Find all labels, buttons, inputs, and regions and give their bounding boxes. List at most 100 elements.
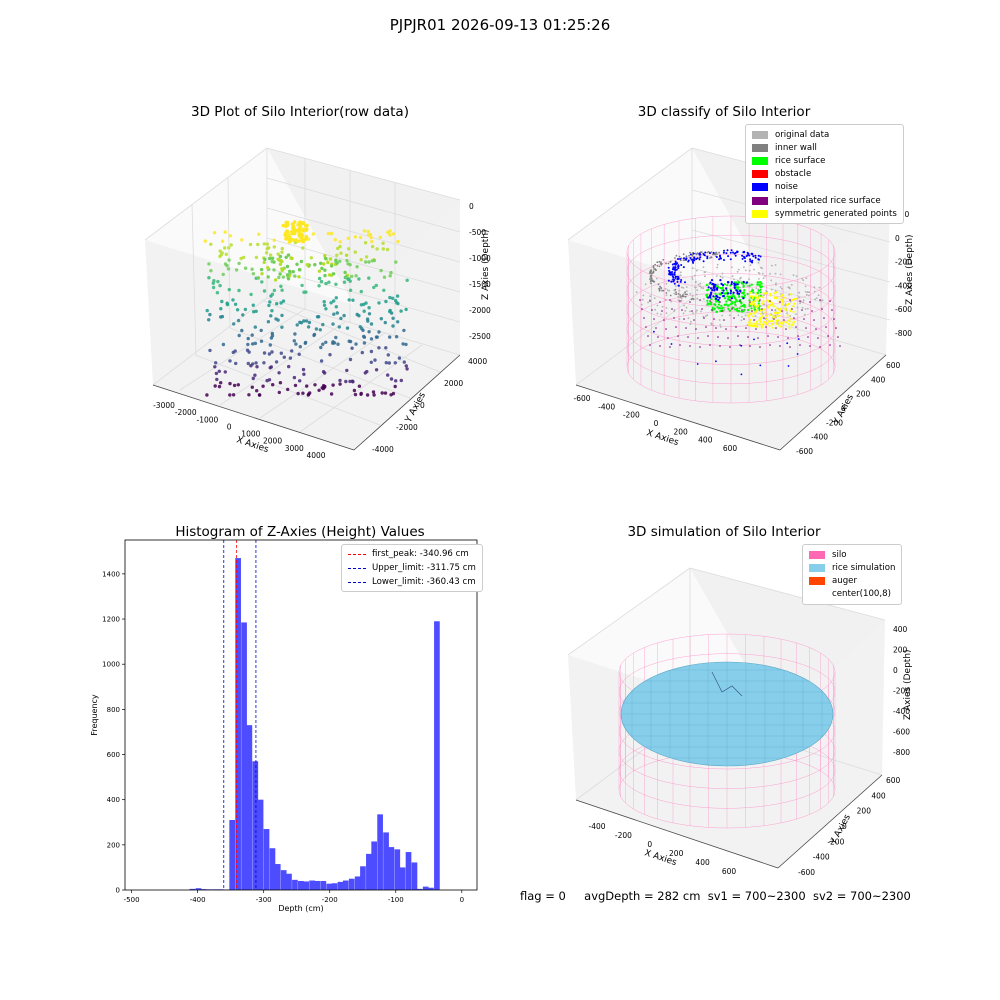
symmetric-point — [776, 297, 779, 300]
panel1-y-tick: 0 — [420, 401, 425, 410]
original-point — [723, 306, 726, 309]
raw-point — [223, 262, 228, 266]
raw-point — [262, 361, 266, 365]
raw-point — [211, 281, 215, 285]
interpolated-point — [761, 308, 763, 310]
panel2-y-tick: -400 — [811, 433, 828, 442]
noise-point — [710, 279, 714, 282]
raw-point — [263, 257, 267, 261]
raw-point — [304, 235, 309, 239]
noise-point — [709, 281, 712, 284]
original-point — [801, 306, 804, 309]
raw-point — [328, 257, 333, 261]
noise-point — [710, 291, 713, 294]
noise-point — [673, 282, 676, 285]
noise-point — [721, 291, 724, 295]
raw-point — [304, 319, 309, 323]
raw-point — [369, 360, 373, 364]
original-point — [716, 266, 718, 269]
raw-point — [289, 238, 294, 242]
inner-wall-point — [654, 263, 656, 266]
rice-surface-point — [759, 291, 762, 294]
noise-point — [692, 252, 695, 255]
panel3-title: Histogram of Z-Axies (Height) Values — [175, 524, 425, 540]
panel4-y-tick: 600 — [886, 776, 901, 785]
noise-point — [687, 260, 690, 263]
noise-point — [706, 257, 709, 260]
noise-point — [750, 260, 753, 263]
raw-point — [347, 247, 351, 251]
raw-point — [281, 299, 286, 303]
rice-surface-point — [729, 303, 732, 306]
raw-point — [402, 328, 406, 333]
histogram-bar — [422, 886, 429, 890]
noise-point — [740, 373, 743, 376]
raw-point — [224, 252, 228, 256]
raw-point — [256, 276, 260, 280]
raw-point — [324, 307, 328, 311]
raw-point — [332, 299, 336, 303]
noise-point — [683, 257, 686, 260]
rice-surface-point — [743, 294, 747, 297]
noise-point — [738, 292, 741, 295]
raw-point — [246, 361, 250, 366]
interpolated-point — [759, 346, 761, 348]
raw-point — [292, 220, 297, 224]
panel4-y-tick: -600 — [798, 868, 815, 877]
raw-point — [278, 272, 282, 276]
interpolated-point — [817, 337, 819, 339]
noise-point — [730, 249, 733, 252]
raw-point — [255, 365, 259, 369]
rice-surface-point — [734, 303, 737, 306]
interpolated-point — [719, 301, 721, 303]
raw-point — [268, 343, 272, 347]
symmetric-point — [750, 312, 753, 315]
legend-label: noise — [775, 182, 798, 193]
rice-surface-point — [717, 303, 721, 306]
interpolated-point — [689, 345, 691, 347]
panel2-y-tick: 400 — [871, 375, 886, 384]
interpolated-point — [709, 300, 711, 302]
interpolated-point — [799, 300, 801, 302]
noise-point — [685, 258, 687, 261]
raw-point — [334, 335, 338, 340]
interpolated-point — [711, 309, 713, 311]
rice-surface-point — [721, 287, 724, 290]
inner-wall-point — [684, 295, 687, 298]
rice-surface-point — [706, 293, 709, 296]
rice-surface-point — [734, 296, 737, 299]
panel1-x-tick: 3000 — [285, 444, 304, 453]
interpolated-point — [835, 327, 837, 329]
histogram-bar — [195, 888, 202, 890]
raw-point — [353, 250, 357, 254]
noise-point — [653, 330, 655, 333]
original-point — [719, 275, 722, 278]
rice-surface-point — [753, 308, 756, 311]
raw-point — [231, 393, 236, 397]
noise-point — [708, 252, 711, 255]
raw-point — [219, 381, 223, 385]
original-point — [649, 295, 652, 298]
noise-point — [684, 281, 686, 284]
y-tick-label: 1400 — [102, 570, 120, 578]
classified-points — [635, 249, 841, 376]
raw-point — [314, 327, 319, 331]
noise-point — [669, 273, 672, 276]
inner-wall-point — [657, 283, 660, 286]
interpolated-point — [695, 328, 697, 330]
panel2-x-tick: -200 — [623, 411, 640, 420]
noise-point — [693, 259, 696, 262]
raw-point — [383, 391, 388, 395]
interpolated-point — [657, 336, 659, 338]
interpolated-point — [769, 300, 771, 302]
noise-point — [677, 264, 680, 267]
noise-point — [717, 298, 720, 301]
interpolated-point — [729, 299, 731, 301]
raw-point — [290, 256, 294, 261]
interpolated-point — [709, 344, 711, 346]
raw-point — [276, 257, 280, 261]
original-point — [807, 307, 809, 310]
raw-point — [297, 268, 302, 272]
noise-point — [674, 266, 677, 268]
histogram-bar — [416, 888, 423, 890]
